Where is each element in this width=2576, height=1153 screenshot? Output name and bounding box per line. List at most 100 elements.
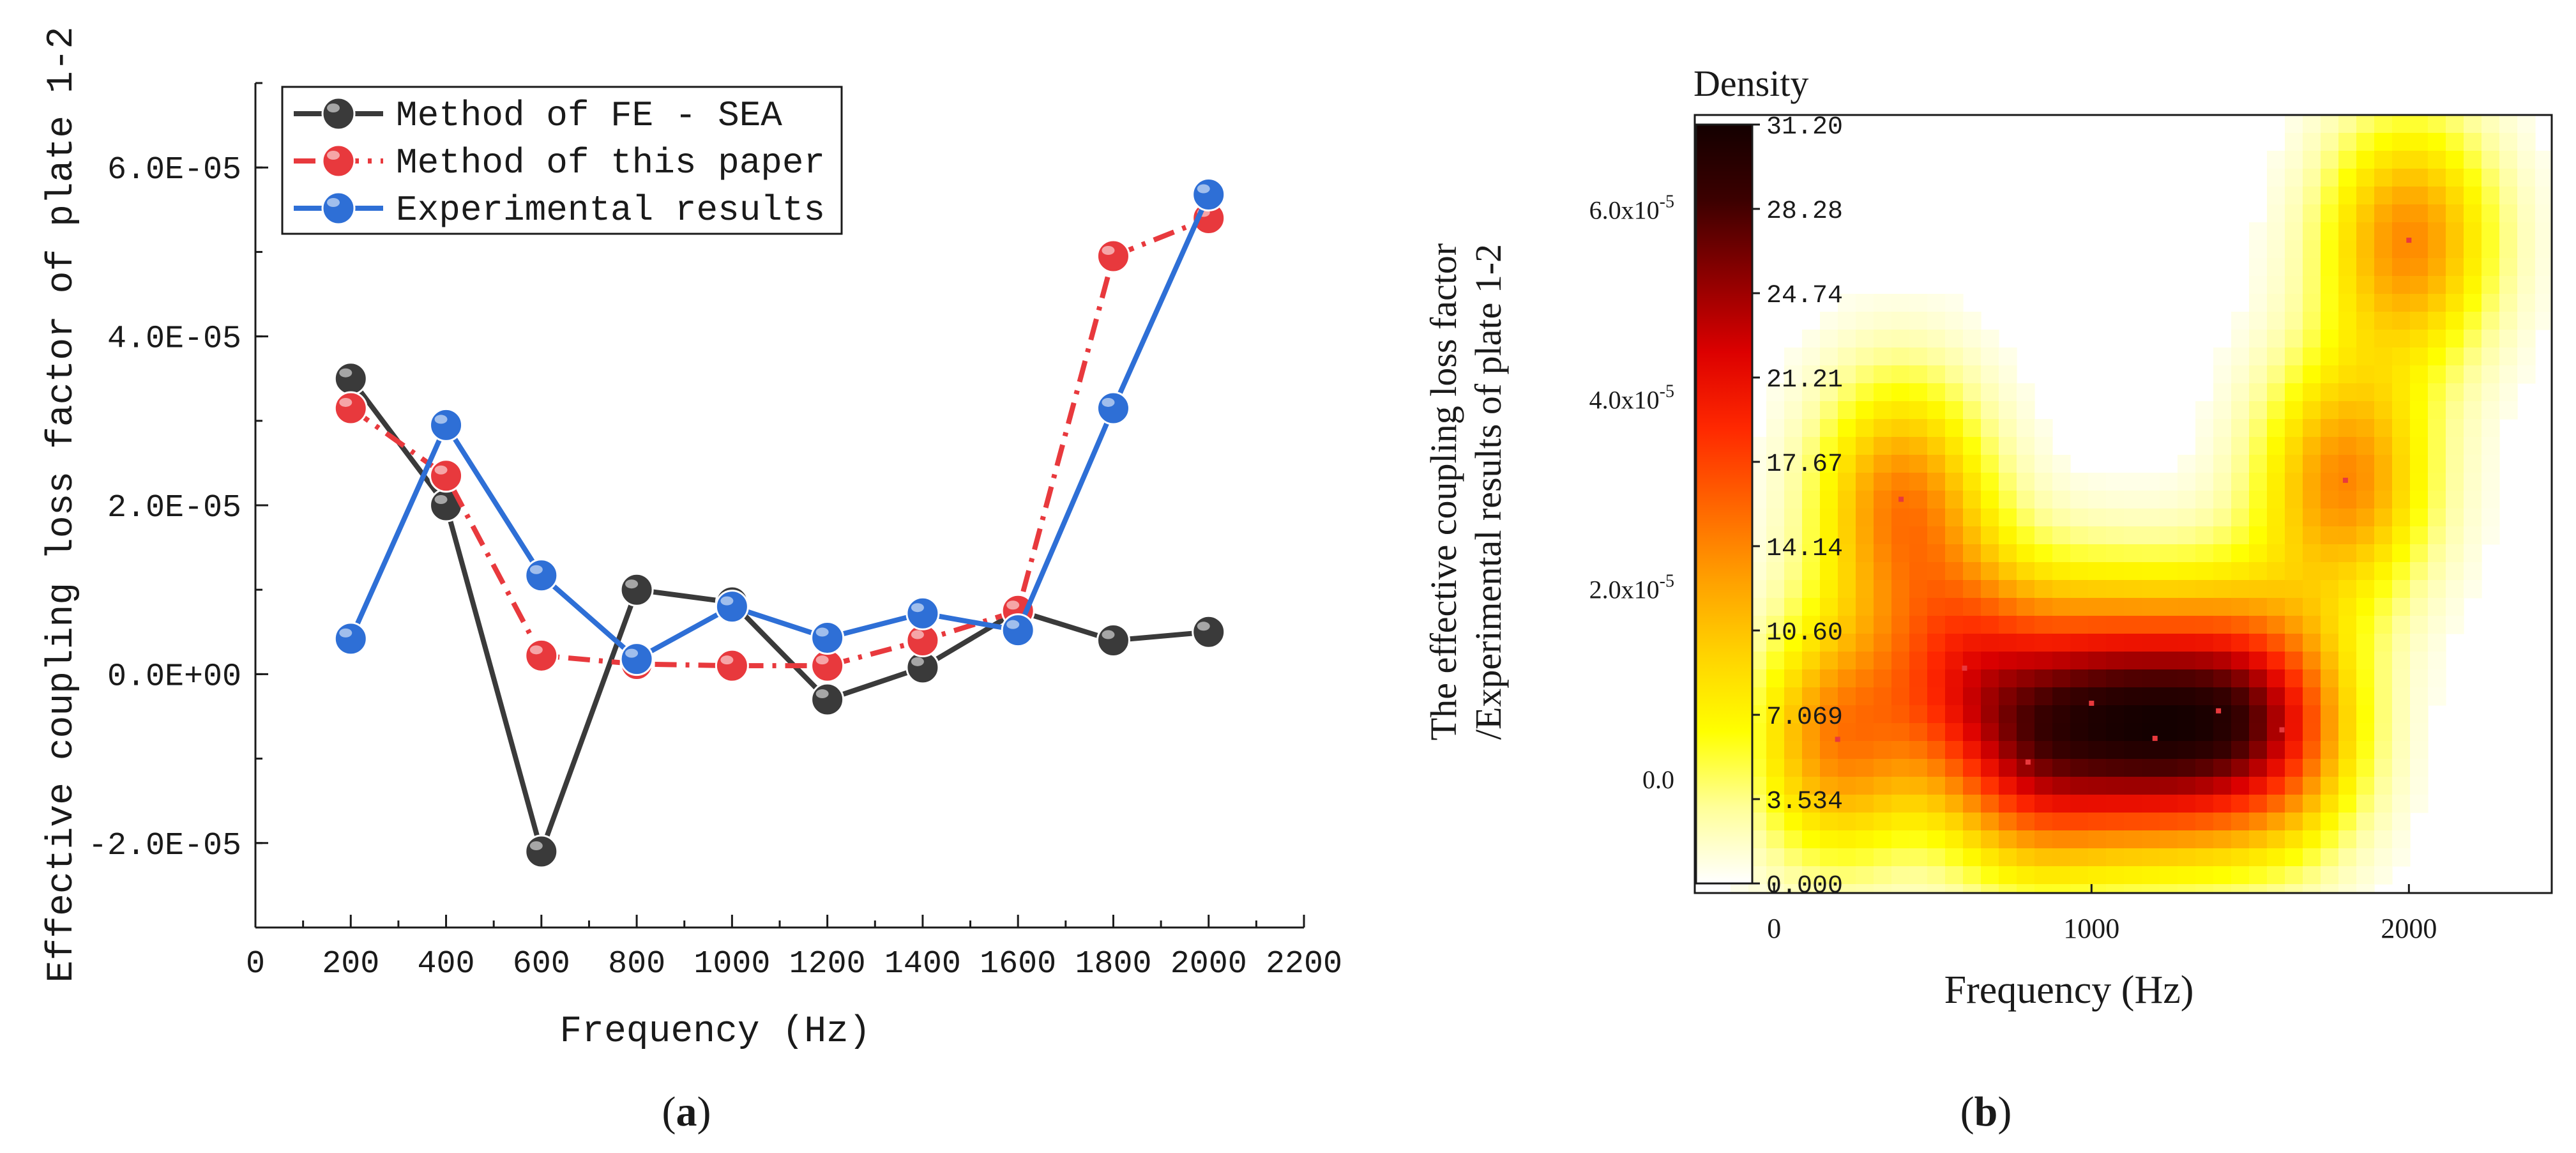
density-cell [2124,848,2142,867]
density-cell [1927,491,1946,509]
density-cell [2070,723,2089,742]
density-cell [2338,419,2357,438]
density-cell [1838,616,1856,634]
panel-b-x-ticks: 0 1000 2000 [1767,884,2437,944]
density-cell [2446,222,2464,241]
density-cell [1874,598,1892,616]
density-cell [2338,347,2357,366]
density-cell [2142,813,2160,831]
density-cell [2410,383,2428,402]
density-cell [1891,866,1910,885]
density-cell [1838,383,1856,402]
density-cell [2356,151,2375,169]
density-cell [2392,526,2411,545]
density-cell [2178,580,2196,599]
density-cell [2446,437,2464,455]
density-cell [2034,705,2053,724]
density-cell [2535,294,2552,312]
density-cell [2106,562,2125,581]
density-cell [2499,187,2518,205]
density-cell [1856,616,1874,634]
density-cell [2070,634,2089,652]
data-point-highlight [625,579,639,589]
density-cell [1981,526,1999,545]
density-cell [2374,562,2393,581]
density-cell [2464,544,2482,563]
density-cell [1981,795,1999,813]
density-cell [2088,508,2107,527]
density-cell [1981,759,1999,777]
density-cell [1963,848,1981,867]
density-cell [1802,741,1821,760]
density-cell [2178,669,2196,688]
density-cell [2464,276,2482,294]
density-cell [2124,884,2142,893]
density-cell [2374,723,2393,742]
density-cell [1945,723,1964,742]
density-cell [1891,598,1910,616]
density-cell [2338,508,2357,527]
density-cell [1927,347,1946,366]
density-cell [1891,777,1910,795]
density-cell [2499,383,2518,402]
density-cell [2213,723,2232,742]
density-cell [1945,347,1964,366]
density-cell [1874,455,1892,473]
density-cell [2088,473,2107,491]
density-cell [2410,455,2428,473]
density-cell [2249,222,2268,241]
density-cell [2428,133,2446,151]
density-cell [2321,616,2339,634]
density-cell [2392,240,2411,259]
data-point-highlight [815,655,829,665]
density-cell [2499,115,2518,134]
density-cell [2070,705,2089,724]
density-cell [1963,437,1981,455]
density-cell [1909,723,1928,742]
density-cell [1945,616,1964,634]
density-cell [2428,330,2446,348]
data-point-highlight [339,628,352,638]
density-cell [1856,669,1874,688]
density-cell [2034,813,2053,831]
density-cell [2017,723,2035,742]
density-cell [1891,759,1910,777]
density-cell [2106,473,2125,491]
density-cell [2446,330,2464,348]
density-cell [1802,795,1821,813]
data-point-highlight [434,465,448,475]
density-cell [1891,813,1910,831]
density-cell [1820,759,1838,777]
density-cell [2374,866,2393,885]
density-cell [1802,401,1821,420]
density-cell [2446,508,2464,527]
density-cell [2374,401,2393,420]
density-cell [1963,598,1981,616]
density-cell [2213,616,2232,634]
density-cell [1945,473,1964,491]
density-cell [1838,347,1856,366]
density-cell [2285,562,2303,581]
density-cell [1945,491,1964,509]
density-cell [2034,562,2053,581]
density-cell [2285,634,2303,652]
density-cell [2017,795,2035,813]
density-cell [2517,240,2536,259]
density-cell [1838,777,1856,795]
density-cell [2321,669,2339,688]
density-cell [1820,652,1838,670]
density-cell [2070,652,2089,670]
data-point [1192,178,1226,212]
density-cell [2517,133,2536,151]
density-cell [1838,795,1856,813]
density-cell [2374,848,2393,867]
density-cell [2124,598,2142,616]
density-cell [2321,580,2339,599]
density-cell [2392,401,2411,420]
density-cell [1802,437,1821,455]
density-cell [2374,151,2393,169]
density-cell [2321,759,2339,777]
density-cell [2303,866,2321,885]
density-cell [2106,830,2125,849]
density-cell [1874,491,1892,509]
